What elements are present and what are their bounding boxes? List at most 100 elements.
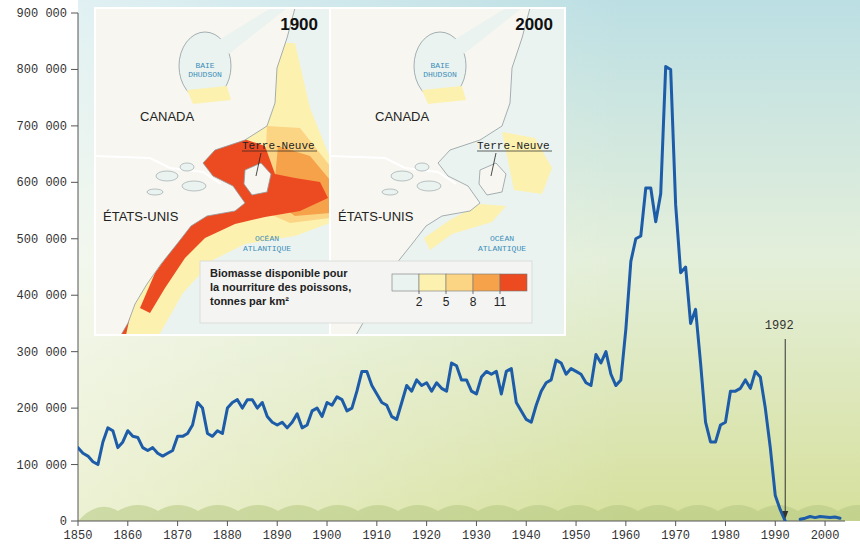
biomass-zone — [187, 86, 231, 104]
y-tick-label: 200 000 — [17, 402, 67, 416]
x-tick-label: 1940 — [512, 529, 541, 543]
map-strait — [219, 8, 287, 54]
map-label: Terre-Neuve — [477, 140, 550, 152]
legend-tick — [473, 291, 474, 294]
legend-tick — [419, 291, 420, 294]
annotation-arrow — [785, 339, 786, 513]
x-tick — [625, 521, 626, 526]
x-tick-label: 1900 — [313, 529, 342, 543]
legend-tick — [446, 291, 447, 294]
map-label: ATLANTIQUE — [478, 244, 526, 253]
map-label: OCÉAN — [490, 234, 514, 243]
y-tick — [71, 408, 78, 409]
legend-swatch — [419, 274, 446, 291]
y-tick — [71, 295, 78, 296]
y-tick — [71, 464, 78, 465]
y-axis — [78, 13, 79, 521]
map-lake — [156, 171, 178, 181]
y-tick-label: 0 — [60, 515, 67, 529]
x-tick-label: 1950 — [562, 529, 591, 543]
map-legend-title: la nourriture des poissons, — [210, 281, 351, 293]
legend-tick — [500, 291, 501, 294]
legend-swatch — [446, 274, 473, 291]
panel-title: 1900 — [280, 15, 318, 34]
map-lake — [417, 181, 441, 191]
x-tick — [177, 521, 178, 526]
y-tick — [71, 238, 78, 239]
y-tick-label: 500 000 — [17, 233, 67, 247]
x-tick — [227, 521, 228, 526]
x-tick-label: 2000 — [811, 529, 840, 543]
panel-title: 2000 — [515, 15, 553, 34]
x-tick-label: 1890 — [263, 529, 292, 543]
x-tick-label: 1910 — [362, 529, 391, 543]
x-tick-label: 1870 — [163, 529, 192, 543]
map-legend-title: Biomasse disponible pour — [210, 267, 348, 279]
y-tick — [71, 125, 78, 126]
x-tick — [576, 521, 577, 526]
y-tick-label: 800 000 — [17, 63, 67, 77]
x-tick-label: 1920 — [412, 529, 441, 543]
y-tick-label: 400 000 — [17, 289, 67, 303]
x-tick — [127, 521, 128, 526]
legend-swatch — [473, 274, 500, 291]
x-tick-label: 1850 — [64, 529, 93, 543]
map-label: Terre-Neuve — [242, 140, 315, 152]
x-tick — [775, 521, 776, 526]
map-strait — [454, 8, 522, 54]
x-tick — [526, 521, 527, 526]
x-tick — [277, 521, 278, 526]
annotation-label: 1992 — [765, 319, 794, 333]
legend-tick-label: 5 — [443, 295, 450, 309]
y-tick-label: 600 000 — [17, 176, 67, 190]
inset-map: BAIEDHUDSONCANADATerre-NeuveÉTATS-UNISOC… — [95, 8, 565, 335]
biomass-zone — [422, 86, 466, 104]
x-tick — [675, 521, 676, 526]
map-label: ATLANTIQUE — [243, 244, 291, 253]
y-tick-label: 900 000 — [17, 7, 67, 21]
y-tick-label: 100 000 — [17, 459, 67, 473]
ground-decoration — [78, 505, 860, 521]
map-label: ÉTATS-UNIS — [103, 209, 179, 224]
y-tick — [71, 182, 78, 183]
map-lake — [180, 163, 194, 171]
legend-tick-label: 11 — [494, 295, 507, 309]
x-tick — [327, 521, 328, 526]
map-lake — [415, 163, 429, 171]
y-tick — [71, 13, 78, 14]
x-tick-label: 1990 — [761, 529, 790, 543]
map-border — [95, 156, 221, 184]
map-lake — [147, 189, 163, 195]
map-label: BAIE — [195, 61, 214, 70]
map-label: DHUDSON — [423, 70, 457, 79]
x-tick-label: 1930 — [462, 529, 491, 543]
x-tick — [476, 521, 477, 526]
plot-background — [78, 0, 860, 521]
y-tick — [71, 351, 78, 352]
chart: 0 100 000 200 000 300 000 400 000 500 000 600 … — [0, 0, 860, 546]
legend-swatch — [392, 274, 419, 291]
x-tick-label: 1960 — [611, 529, 640, 543]
map-label: CANADA — [375, 109, 430, 124]
legend-tick-label: 8 — [470, 295, 477, 309]
map-lake — [382, 189, 398, 195]
x-tick — [825, 521, 826, 526]
map-lake — [391, 171, 413, 181]
map-label: DHUDSON — [188, 70, 222, 79]
y-tick — [71, 521, 78, 522]
label-underline — [242, 151, 317, 152]
y-tick — [71, 69, 78, 70]
map-label: OCÉAN — [255, 234, 279, 243]
y-tick-label: 700 000 — [17, 120, 67, 134]
annotation-arrowhead — [782, 511, 788, 519]
map-label: BAIE — [430, 61, 449, 70]
legend-swatch — [500, 274, 527, 291]
map-lake — [182, 181, 206, 191]
leader-line — [491, 153, 496, 176]
y-tick-label: 300 000 — [17, 346, 67, 360]
x-tick-label: 1880 — [213, 529, 242, 543]
legend-tick-label: 2 — [416, 295, 423, 309]
map-label: CANADA — [140, 109, 195, 124]
x-tick-label: 1980 — [711, 529, 740, 543]
leader-line — [256, 153, 261, 176]
